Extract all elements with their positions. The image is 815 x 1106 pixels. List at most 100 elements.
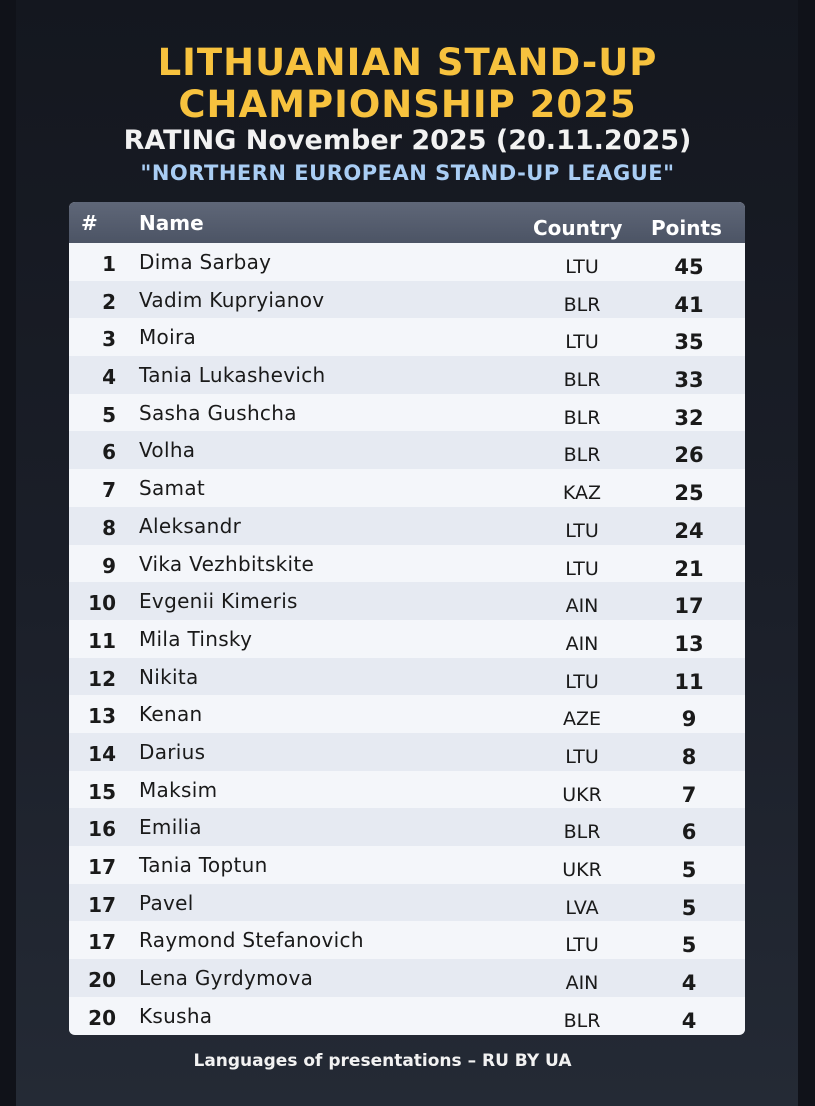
points-cell: 9 — [681, 707, 697, 732]
name-cell: Maksim — [139, 777, 218, 802]
name-cell: Samat — [139, 476, 206, 501]
rank-cell: 16 — [88, 817, 116, 842]
table-row: 20 Lena Gyrdymova AIN 4 — [69, 959, 745, 997]
points-cell: 5 — [681, 933, 697, 958]
league-name: "NORTHERN EUROPEAN STAND-UP LEAGUE" — [140, 161, 675, 185]
name-cell: Raymond Stefanovich — [139, 928, 364, 953]
name-cell: Lena Gyrdymova — [139, 966, 314, 991]
country-cell: LTU — [565, 557, 599, 580]
rank-cell: 13 — [88, 704, 116, 729]
name-cell: Tania Lukashevich — [139, 363, 326, 388]
table-row: 3 Moira LTU 35 — [69, 318, 745, 357]
rank-cell: 1 — [102, 252, 116, 276]
country-cell: AIN — [565, 972, 599, 995]
name-cell: Nikita — [139, 664, 199, 689]
table-row: 9 Vika Vezhbitskite LTU 21 — [69, 544, 745, 583]
name-cell: Mila Tinsky — [139, 626, 253, 651]
country-cell: LTU — [565, 745, 599, 768]
rank-cell: 15 — [88, 779, 116, 804]
country-cell: AZE — [562, 708, 602, 731]
name-cell: Tania Toptun — [139, 853, 268, 877]
name-cell: Dima Sarbay — [139, 250, 272, 274]
country-cell: LTU — [565, 331, 599, 354]
table-row: 20 Ksusha BLR 4 — [69, 996, 745, 1035]
points-cell: 21 — [674, 556, 704, 581]
country-cell: UKR — [562, 859, 602, 881]
table-row: 8 Aleksandr LTU 24 — [69, 506, 745, 545]
rank-cell: 6 — [102, 440, 116, 465]
table-row: 14 Darius LTU 8 — [69, 732, 745, 771]
country-cell: LVA — [565, 896, 599, 919]
table-header: # Name Country Points — [69, 202, 745, 243]
points-cell: 4 — [681, 1008, 697, 1033]
rank-cell: 7 — [102, 478, 116, 503]
points-cell: 25 — [674, 481, 704, 506]
country-cell: KAZ — [562, 482, 602, 505]
points-cell: 8 — [681, 744, 697, 769]
table-row: 12 Nikita LTU 11 — [69, 657, 745, 696]
country-cell: BLR — [563, 293, 601, 316]
name-cell: Darius — [139, 739, 206, 764]
country-cell: LTU — [565, 519, 599, 542]
points-cell: 35 — [674, 330, 704, 355]
rank-cell: 5 — [102, 402, 116, 427]
points-cell: 5 — [681, 895, 697, 920]
rank-cell: 4 — [102, 365, 116, 390]
rating-table: # Name Country Points 1 Dima Sarbay LTU 45 2… — [69, 202, 745, 1035]
points-cell: 26 — [674, 443, 704, 468]
table-row: 16 Emilia BLR 6 — [69, 808, 745, 846]
table-row: 6 Volha BLR 26 — [69, 431, 745, 470]
title-line-1: LITHUANIAN STAND-UP — [157, 41, 658, 84]
points-cell: 11 — [674, 669, 704, 694]
name-cell: Vadim Kupryianov — [139, 287, 325, 312]
rank-cell: 2 — [102, 289, 116, 314]
country-cell: LTU — [565, 934, 599, 957]
rank-cell: 20 — [88, 1005, 116, 1030]
rank-cell: 8 — [102, 515, 116, 540]
country-cell: BLR — [563, 444, 601, 467]
rank-cell: 11 — [88, 628, 116, 653]
country-cell: LTU — [565, 670, 599, 693]
rank-cell: 17 — [88, 855, 116, 879]
name-cell: Vika Vezhbitskite — [139, 551, 315, 576]
points-cell: 17 — [674, 594, 704, 619]
table-body: 1 Dima Sarbay LTU 45 2 Vadim Kupryianov BLR 41 3… — [69, 243, 745, 1035]
name-cell: Volha — [139, 438, 196, 463]
points-cell: 45 — [674, 255, 704, 279]
table-row: 15 Maksim UKR 7 — [69, 770, 745, 809]
rank-cell: 14 — [88, 741, 116, 766]
points-cell: 13 — [674, 631, 704, 656]
name-cell: Aleksandr — [139, 513, 242, 538]
table-row: 7 Samat KAZ 25 — [69, 469, 745, 507]
rank-cell: 12 — [88, 666, 116, 691]
country-cell: AIN — [565, 595, 599, 618]
points-cell: 32 — [674, 405, 704, 430]
table-row: 1 Dima Sarbay LTU 45 — [69, 243, 745, 281]
table-row: 17 Raymond Stefanovich LTU 5 — [69, 921, 745, 960]
table-row: 5 Sasha Gushcha BLR 32 — [69, 393, 745, 432]
languages-footer: Languages of presentations – RU BY UA — [193, 1051, 572, 1071]
rank-cell: 10 — [88, 591, 116, 616]
points-cell: 7 — [681, 782, 697, 807]
country-cell: LTU — [565, 256, 599, 278]
country-cell: BLR — [563, 369, 601, 392]
rank-cell: 9 — [102, 553, 116, 578]
country-cell: UKR — [562, 783, 602, 806]
country-cell: AIN — [565, 632, 599, 655]
name-cell: Pavel — [139, 890, 194, 915]
points-cell: 5 — [681, 858, 697, 882]
country-cell: BLR — [563, 821, 601, 844]
rank-cell: 17 — [88, 892, 116, 917]
table-row: 10 Evgenii Kimeris AIN 17 — [69, 582, 745, 620]
table-row: 17 Pavel LVA 5 — [69, 883, 745, 922]
title-line-2: CHAMPIONSHIP 2025 — [178, 83, 637, 126]
table-row: 13 Kenan AZE 9 — [69, 695, 745, 733]
column-header-points: Points — [651, 216, 722, 240]
table-row: 11 Mila Tinsky AIN 13 — [69, 619, 745, 658]
points-cell: 6 — [681, 820, 697, 845]
column-header-name: Name — [139, 211, 204, 235]
country-cell: BLR — [563, 406, 601, 429]
column-header-rank: # — [81, 211, 98, 235]
points-cell: 41 — [674, 292, 704, 317]
rank-cell: 17 — [88, 930, 116, 955]
